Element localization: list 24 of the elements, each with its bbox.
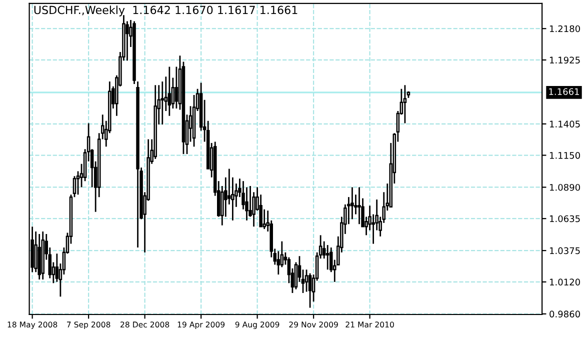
ref-line-label: 1.1661 (549, 88, 579, 96)
candlestick (276, 250, 280, 276)
y-tick-label: 1.2180 (550, 25, 580, 32)
candlestick (403, 84, 407, 124)
candlestick (168, 66, 172, 117)
candlestick (228, 168, 231, 206)
chart-title: USDCHF.,Weekly 1.1642 1.1670 1.1617 1.1661 (34, 6, 298, 16)
candlestick (326, 244, 330, 270)
candlestick (160, 80, 164, 126)
candlestick (358, 186, 361, 225)
y-tick-label: 1.1925 (550, 56, 580, 64)
y-tick-label: 1.1405 (550, 120, 580, 128)
candlestick (308, 272, 312, 308)
y-tick-label: 1.0375 (550, 247, 580, 254)
y-tick-label: 1.0120 (550, 278, 580, 286)
y-tick-label: 1.1150 (550, 152, 580, 159)
y-tick-label: 1.0890 (550, 184, 580, 191)
y-tick-label: 1.0635 (550, 215, 580, 222)
y-tick-label: 0.9860 (550, 310, 580, 318)
candlestick (126, 20, 129, 62)
candlestick (304, 268, 308, 292)
candlestick (174, 66, 178, 110)
candlestick (350, 186, 354, 220)
candlestick (262, 208, 266, 230)
